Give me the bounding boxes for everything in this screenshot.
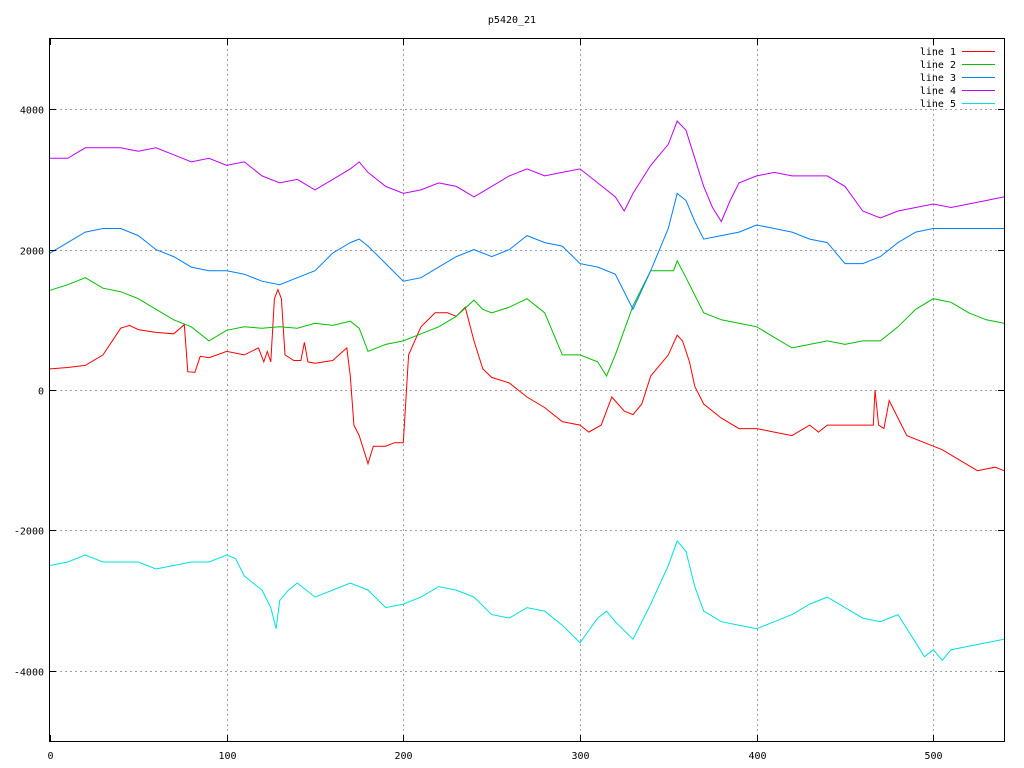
- grid: [50, 39, 1004, 741]
- y-tick-label: -4000: [14, 668, 44, 679]
- x-tick-label: 500: [924, 751, 942, 762]
- x-tick-label: 200: [394, 751, 412, 762]
- legend-label: line 5: [920, 99, 956, 110]
- x-tick-label: 0: [47, 751, 53, 762]
- series-line-5: [49, 539, 1005, 662]
- series-line-3: [49, 192, 1004, 311]
- series-line-2: [49, 259, 1005, 378]
- y-tick-label: 0: [38, 387, 44, 398]
- legend-label: line 4: [920, 86, 956, 97]
- y-tick-label: 4000: [20, 106, 44, 117]
- axes: 0 100 200 300 400 500 -4000 -2000 0 2000 4000: [14, 39, 1004, 762]
- x-tick-label: 300: [571, 751, 589, 762]
- plot-frame: [49, 38, 1005, 742]
- chart-title: p5420_21: [488, 15, 536, 26]
- legend-label: line 1: [920, 47, 956, 58]
- x-tick-label: 100: [218, 751, 236, 762]
- legend-label: line 2: [920, 60, 956, 71]
- legend-label: line 3: [920, 73, 956, 84]
- y-tick-label: 2000: [20, 247, 44, 258]
- series-group: [49, 120, 1005, 662]
- series-line-4: [50, 120, 1005, 223]
- series-line-1: [49, 288, 1005, 472]
- x-tick-label: 400: [748, 751, 766, 762]
- y-tick-label: -2000: [14, 527, 44, 538]
- legend: line 1 line 2 line 3 line 4 line 5: [920, 47, 995, 110]
